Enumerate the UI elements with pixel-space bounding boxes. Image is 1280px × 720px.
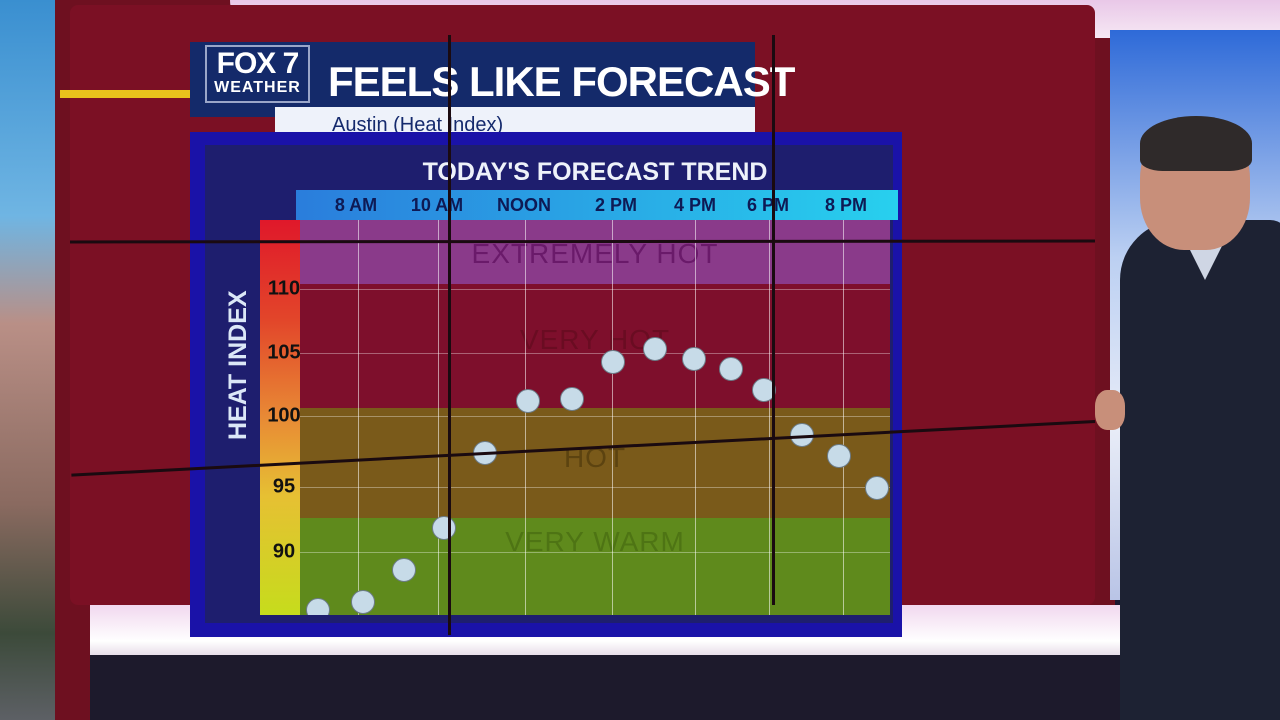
data-point [306, 598, 330, 615]
time-label: 8 AM [334, 195, 378, 215]
accent-line [60, 90, 275, 98]
gridline [769, 220, 770, 615]
time-label: 10 AM [410, 195, 464, 215]
studio-floor [90, 655, 1280, 720]
time-label: 8 PM [824, 195, 868, 215]
fox7-weather-logo: FOX 7 WEATHER [205, 45, 310, 103]
presenter-hand [1095, 390, 1125, 430]
gridline [300, 416, 890, 417]
panel-seam [772, 35, 775, 605]
y-axis-title: HEAT INDEX [223, 290, 253, 440]
data-point [601, 350, 625, 374]
page-title: FEELS LIKE FORECAST [328, 58, 795, 105]
band-label: VERY WARM [505, 526, 685, 557]
gridline [843, 220, 844, 615]
gridline [300, 487, 890, 488]
title-bar [190, 42, 755, 117]
presenter-hair [1140, 116, 1252, 171]
data-point [719, 357, 743, 381]
gridline [358, 220, 359, 615]
logo-line2: WEATHER [214, 79, 301, 96]
data-point [392, 558, 416, 582]
gridline [525, 220, 526, 615]
time-label: NOON [497, 195, 551, 215]
band-very-warm: VERY WARM [300, 518, 890, 615]
band-hot: HOT [300, 408, 890, 518]
presenter-suit [1120, 220, 1280, 720]
data-point [432, 516, 456, 540]
gridline [438, 220, 439, 615]
band-very-hot: VERY HOT [300, 284, 890, 408]
gridline [300, 552, 890, 553]
gridline [300, 289, 890, 290]
chart-heading: TODAY'S FORECAST TREND [422, 158, 768, 186]
data-point [865, 476, 889, 500]
time-label: 6 PM [746, 195, 790, 215]
data-point [351, 590, 375, 614]
y-tick-label: 110 [267, 277, 301, 300]
time-label: 4 PM [673, 195, 717, 215]
data-point [560, 387, 584, 411]
band-label: EXTREMELY HOT [471, 238, 719, 269]
y-tick-label: 90 [272, 540, 296, 563]
y-tick-label: 105 [267, 341, 301, 364]
logo-line1: FOX 7 [216, 47, 300, 80]
presenter [1095, 116, 1280, 720]
gridline [300, 353, 890, 354]
y-tick-label: 100 [267, 404, 301, 427]
band-extremely-hot: EXTREMELY HOT [300, 220, 890, 284]
gridline [612, 220, 613, 615]
plot-area: EXTREMELY HOT VERY HOT HOT VERY WARM [300, 220, 890, 615]
data-point [516, 389, 540, 413]
data-point [643, 337, 667, 361]
band-label: VERY HOT [519, 324, 671, 355]
y-tick-label: 95 [272, 475, 296, 498]
time-axis: 8 AM 10 AM NOON 2 PM 4 PM 6 PM 8 PM [296, 190, 898, 220]
time-label: 2 PM [594, 195, 638, 215]
data-point [827, 444, 851, 468]
gridline [695, 220, 696, 615]
data-point [682, 347, 706, 371]
panel-seam [448, 35, 451, 635]
